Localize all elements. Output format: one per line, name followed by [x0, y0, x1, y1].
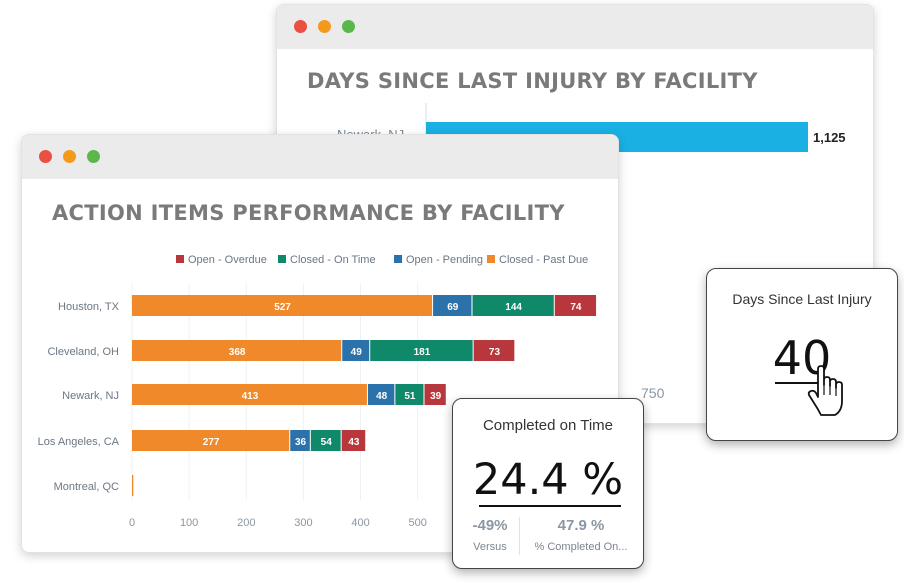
minimize-window-icon[interactable] [318, 20, 331, 33]
bar-segment [132, 430, 290, 451]
bar-value-label: 54 [321, 437, 333, 448]
window-titlebar [277, 5, 873, 49]
bar-value-label: 74 [570, 302, 582, 313]
bar-segment [424, 384, 446, 405]
bar-value-label: 368 [229, 347, 246, 358]
legend-label: Closed - On Time [290, 254, 376, 266]
bar-segment [132, 475, 134, 496]
y-category-label: Houston, TX [58, 301, 120, 313]
bar-value-label: 73 [489, 347, 501, 358]
bar-value-label: 144 [505, 302, 522, 313]
chart-title: DAYS SINCE LAST INJURY BY FACILITY [307, 69, 758, 93]
hand-cursor-icon [807, 365, 843, 416]
x-tick-label: 400 [351, 517, 369, 529]
pct-completed-value: 47.9 % [557, 517, 605, 534]
chart-title: ACTION ITEMS PERFORMANCE BY FACILITY [52, 201, 565, 225]
legend-label: Closed - Past Due [499, 254, 588, 266]
bar-segment [395, 384, 424, 405]
bar-segment [554, 295, 597, 316]
x-tick-label: 0 [129, 517, 135, 529]
x-tick-label: 500 [408, 517, 426, 529]
kpi-value: 24.4 % [472, 455, 624, 505]
bar-segment [367, 384, 395, 405]
y-category-label: Los Angeles, CA [38, 436, 120, 448]
versus-value: -49% [472, 517, 508, 534]
bar-segment [433, 295, 472, 316]
bar-value-label: 1,125 [813, 130, 846, 145]
bar-value-label: 277 [203, 437, 220, 448]
window-titlebar [22, 135, 618, 179]
bar-value-label: 527 [274, 302, 291, 313]
y-category-label: Montreal, QC [54, 481, 119, 493]
minimize-window-icon[interactable] [63, 150, 76, 163]
y-category-label: Newark, NJ [62, 390, 119, 402]
legend-swatch [176, 255, 184, 263]
bar-value-label: 69 [447, 302, 459, 313]
days-since-injury-card[interactable]: Days Since Last Injury 40 [706, 268, 898, 441]
bar-segment [290, 430, 310, 451]
bar-segment [473, 340, 515, 361]
bar-value-label: 413 [242, 391, 259, 402]
bar-value-label: 39 [430, 391, 442, 402]
legend-swatch [394, 255, 402, 263]
maximize-window-icon[interactable] [87, 150, 100, 163]
kpi-underline [479, 505, 621, 507]
bar-segment [472, 295, 554, 316]
bar-value-label: 51 [404, 391, 416, 402]
versus-label: Versus [473, 541, 507, 553]
bar-segment [132, 384, 367, 405]
bar-value-label: 181 [414, 347, 431, 358]
bar-value-label: 36 [295, 437, 307, 448]
bar-segment [370, 340, 473, 361]
bar-segment [132, 340, 342, 361]
legend-label: Open - Pending [406, 254, 483, 266]
bar-segment [132, 295, 433, 316]
bar-value-label: 43 [348, 437, 360, 448]
kpi-value: 40 [772, 331, 832, 385]
card-title: Days Since Last Injury [732, 291, 872, 307]
bar-segment [310, 430, 341, 451]
completed-on-time-card[interactable]: Completed on Time 24.4 % -49% Versus 47.… [452, 398, 644, 569]
y-category-label: Cleveland, OH [47, 346, 119, 358]
maximize-window-icon[interactable] [342, 20, 355, 33]
card-divider [519, 517, 520, 555]
close-window-icon[interactable] [39, 150, 52, 163]
legend-swatch [487, 255, 495, 263]
x-tick-label: 200 [237, 517, 255, 529]
card-title: Completed on Time [482, 417, 614, 434]
bar-segment [342, 340, 370, 361]
axis-tick-label: 750 [641, 385, 665, 401]
pct-completed-label: % Completed On... [534, 541, 628, 553]
legend-label: Open - Overdue [188, 254, 267, 266]
bar-segment [341, 430, 366, 451]
bar-value-label: 49 [351, 347, 363, 358]
action-items-chart: Open - Overdue Closed - On Time Open - Pen… [38, 254, 597, 529]
legend-swatch [278, 255, 286, 263]
kpi-underline [775, 382, 831, 384]
close-window-icon[interactable] [294, 20, 307, 33]
bar-value-label: 48 [376, 391, 388, 402]
x-tick-label: 300 [294, 517, 312, 529]
x-tick-label: 100 [180, 517, 198, 529]
